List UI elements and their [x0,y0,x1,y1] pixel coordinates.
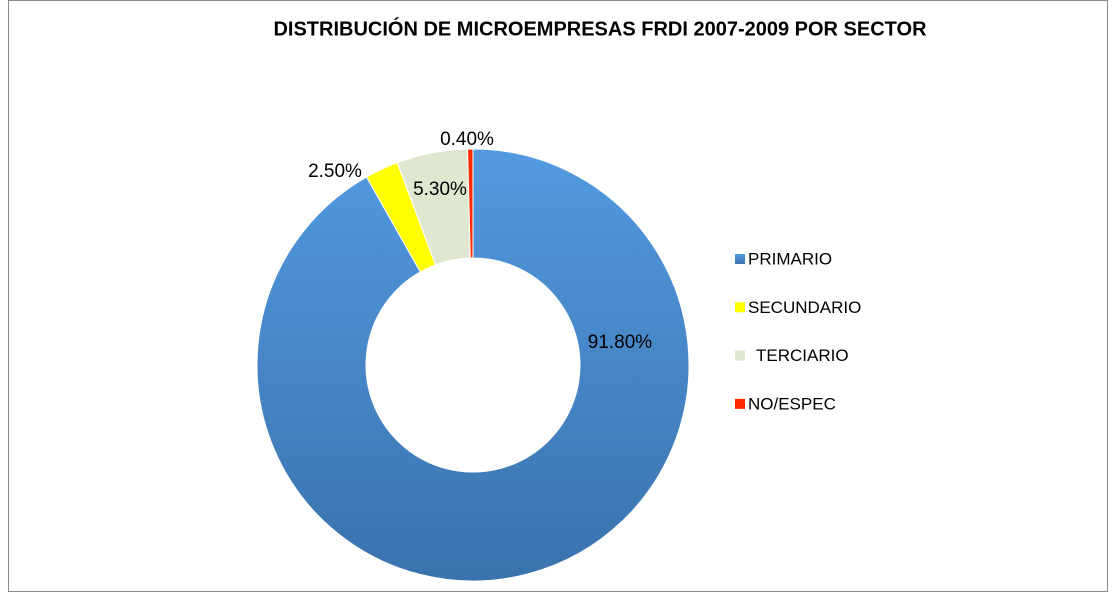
legend-label: PRIMARIO [748,249,832,268]
legend-swatch [735,302,745,313]
slice [256,148,690,582]
data-label: 91.80% [588,332,653,353]
legend-label: TERCIARIO [756,346,849,365]
chart-title: DISTRIBUCIÓN DE MICROEMPRESAS FRDI 2007-… [273,16,927,40]
data-label: 0.40% [440,129,494,150]
data-label: 5.30% [413,179,467,200]
legend-label: NO/ESPEC [748,394,836,413]
legend-swatch [735,398,745,409]
legend-swatch [735,254,745,264]
legend-label: SECUNDARIO [748,298,861,317]
data-label: 2.50% [308,161,362,182]
legend-swatch [735,350,745,361]
slice [467,148,474,259]
